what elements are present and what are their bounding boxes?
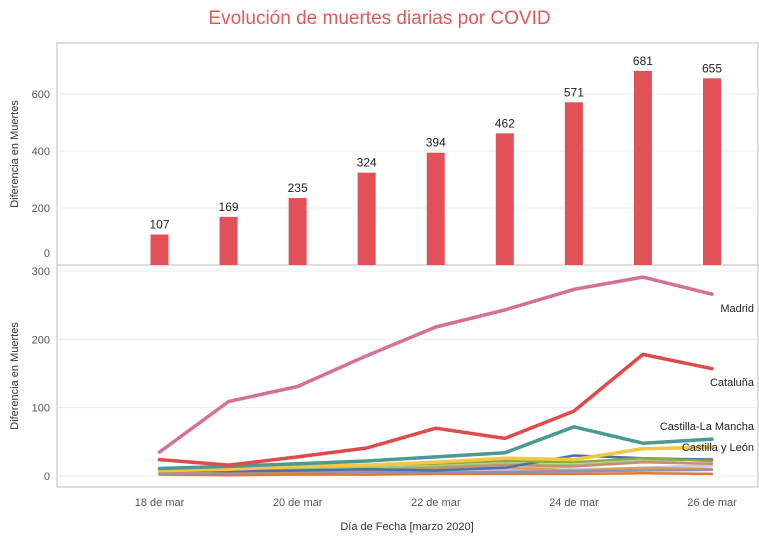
bar — [219, 216, 238, 265]
bar-y-tick-label: 600 — [32, 89, 50, 101]
series-label: Madrid — [720, 303, 754, 315]
line-y-axis-label: Diferencia en Muertes — [9, 322, 21, 430]
line-y-tick-label: 200 — [32, 334, 50, 346]
chart-title: Evolución de muertes diarias por COVID — [208, 8, 551, 29]
bar-data-label: 681 — [633, 54, 653, 68]
series-line — [158, 472, 714, 477]
bar-data-label: 655 — [702, 61, 722, 75]
series-line — [157, 275, 714, 454]
series-label: Castilla-La Mancha — [660, 421, 755, 433]
bar-data-label: 394 — [426, 136, 446, 150]
bar — [426, 152, 445, 265]
bar — [288, 198, 307, 265]
x-tick-label: 20 de mar — [273, 497, 323, 509]
series-line — [158, 454, 714, 473]
bar-data-label: 462 — [495, 116, 515, 130]
line-panel-frame — [56, 264, 759, 488]
bar — [703, 78, 721, 265]
bar — [633, 70, 652, 265]
bar-y-axis-label: Diferencia en Muertes — [9, 100, 21, 208]
series-label: Cataluña — [710, 377, 755, 389]
bar — [150, 234, 169, 265]
bar-data-label: 324 — [357, 156, 377, 170]
bar-data-label: 235 — [288, 181, 308, 195]
bar-data-label: 107 — [149, 218, 169, 232]
series-label: Castilla y León — [682, 442, 754, 454]
line-y-tick-label: 0 — [44, 471, 50, 483]
bar-data-label: 169 — [219, 200, 239, 214]
x-tick-label: 24 de mar — [549, 497, 599, 509]
series-line — [157, 352, 714, 467]
x-tick-label: 26 de mar — [687, 497, 737, 509]
x-tick-label: 18 de mar — [135, 497, 185, 509]
bar — [495, 133, 514, 265]
bar-y-tick-label: 0 — [44, 248, 50, 260]
series-line — [158, 461, 714, 475]
bar-y-tick-label: 400 — [32, 146, 50, 158]
line-y-tick-label: 300 — [32, 266, 50, 278]
bar-panel-frame — [56, 42, 759, 266]
bar-y-tick-label: 200 — [32, 203, 50, 215]
x-axis-label: Día de Fecha [marzo 2020] — [340, 521, 473, 533]
series-line — [157, 445, 714, 473]
bar-data-label: 571 — [564, 85, 584, 99]
line-y-tick-label: 100 — [32, 403, 50, 415]
series-line — [157, 425, 714, 471]
bar — [357, 172, 376, 265]
bar — [564, 102, 583, 265]
x-tick-label: 22 de mar — [411, 497, 461, 509]
